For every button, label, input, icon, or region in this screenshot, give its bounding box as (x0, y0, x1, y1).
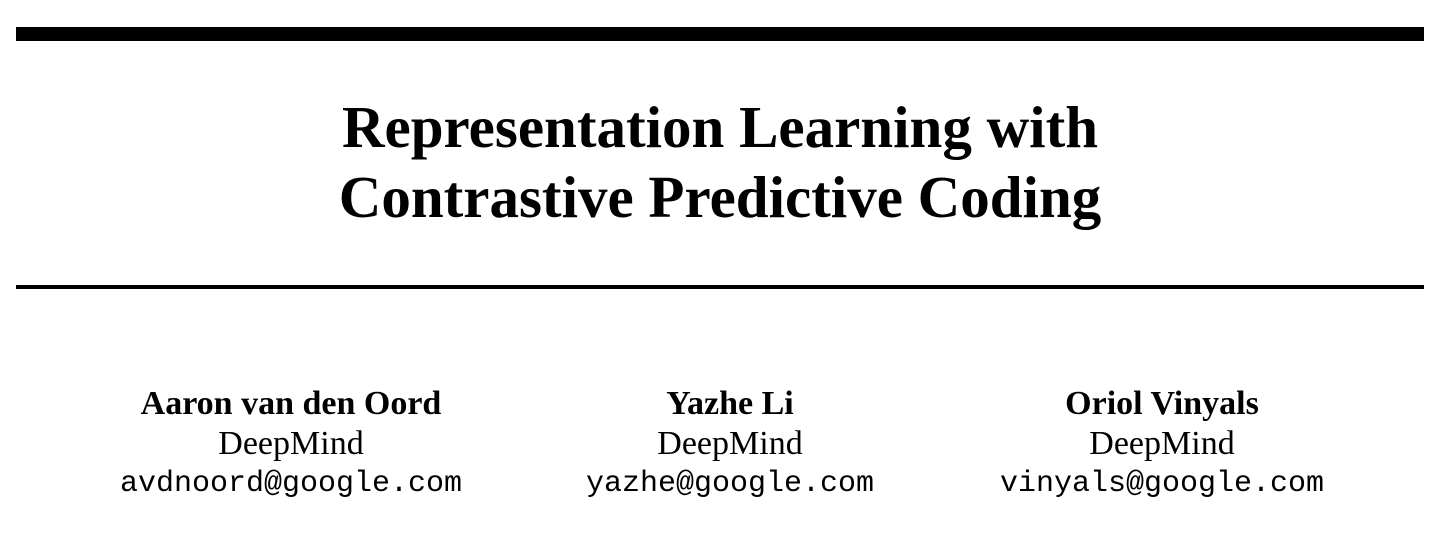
author-block-vinyals: Oriol Vinyals DeepMind vinyals@google.co… (952, 384, 1372, 504)
author-name: Yazhe Li (666, 385, 794, 422)
title-bottom-rule (16, 285, 1424, 289)
author-affiliation: DeepMind (657, 425, 803, 462)
author-affiliation: DeepMind (1089, 425, 1235, 462)
author-name: Oriol Vinyals (1065, 385, 1259, 422)
author-block-li: Yazhe Li DeepMind yazhe@google.com (520, 384, 940, 504)
author-email: avdnoord@google.com (119, 467, 463, 501)
author-email: vinyals@google.com (999, 467, 1325, 501)
paper-title: Representation Learning with Contrastive… (0, 92, 1440, 232)
author-email: yazhe@google.com (585, 467, 875, 501)
paper-title-line-1: Representation Learning with (341, 94, 1099, 160)
author-name: Aaron van den Oord (140, 385, 442, 422)
author-block-van-den-oord: Aaron van den Oord DeepMind avdnoord@goo… (81, 384, 501, 504)
author-affiliation: DeepMind (218, 425, 364, 462)
paper-title-line-2: Contrastive Predictive Coding (338, 164, 1102, 230)
title-top-rule (16, 27, 1424, 41)
